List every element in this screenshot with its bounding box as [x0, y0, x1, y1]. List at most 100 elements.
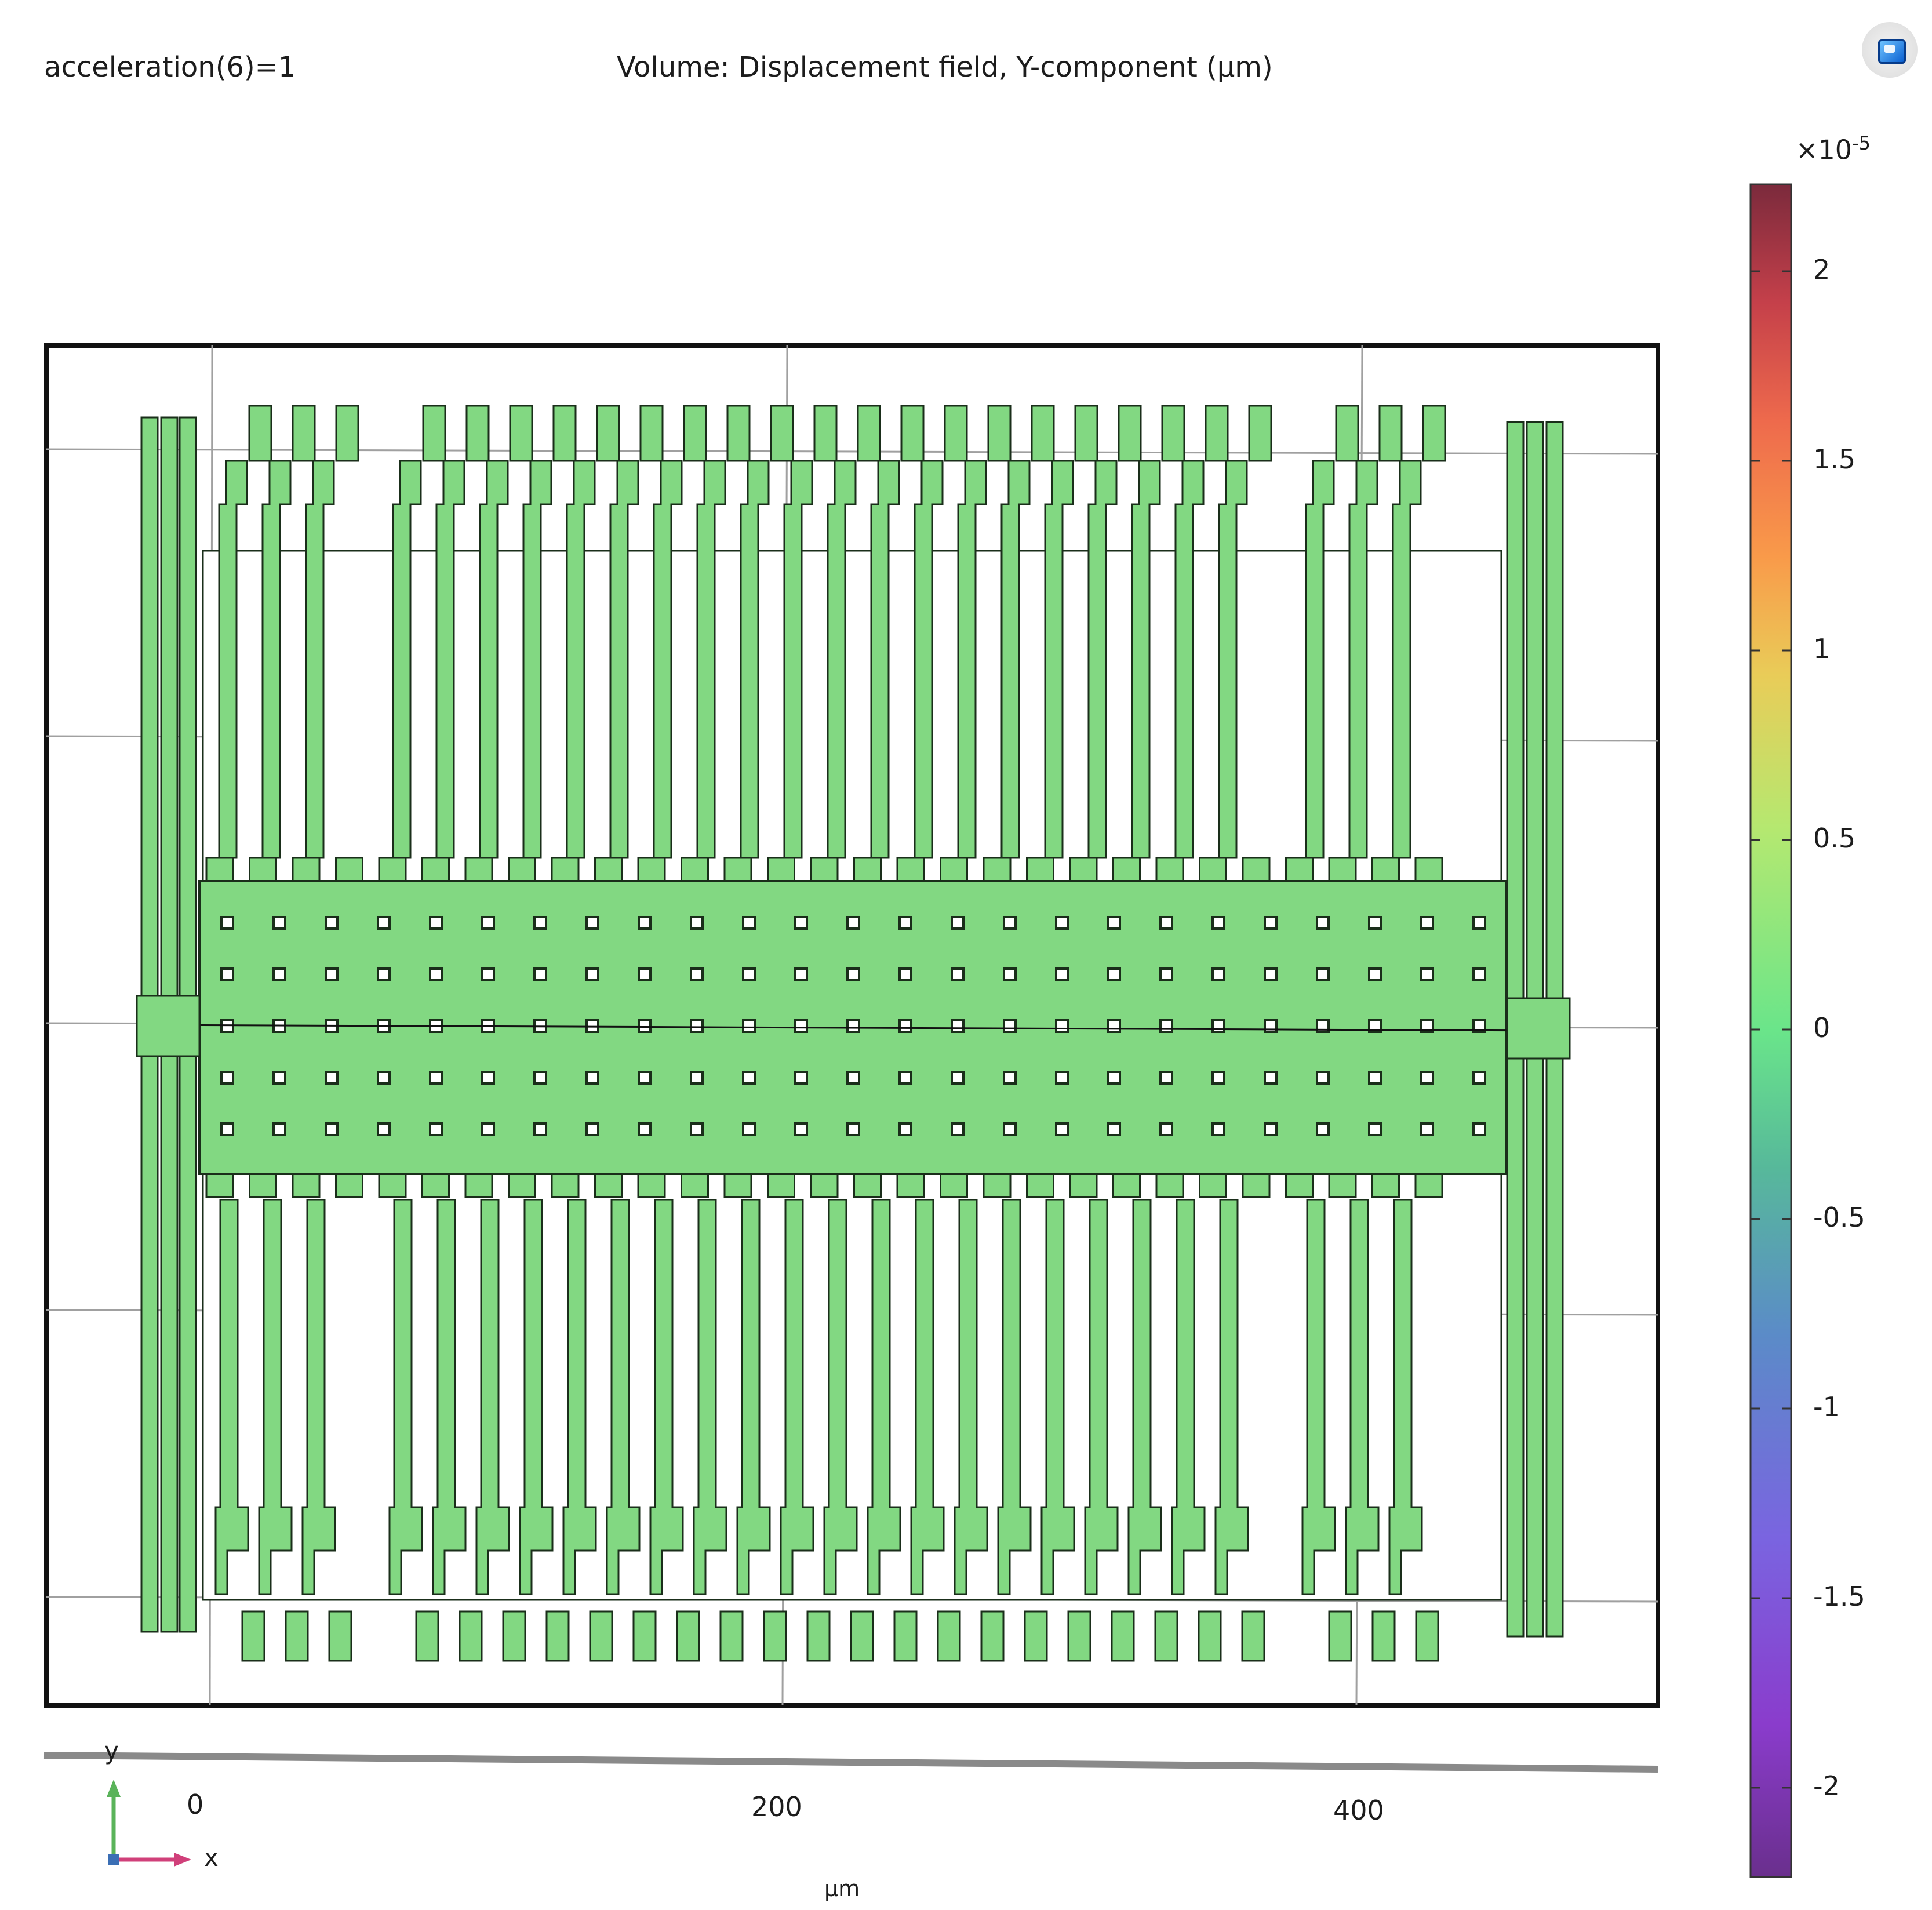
etch-hole [1264, 967, 1278, 981]
etch-hole [638, 1071, 652, 1085]
shuttle-tooth [421, 1170, 450, 1198]
etch-hole [272, 1122, 286, 1136]
comb-finger-top-tip [639, 405, 664, 462]
etch-hole [951, 967, 965, 981]
etch-hole [638, 916, 652, 930]
etch-hole [794, 916, 808, 930]
colorbar-tick-label: -2 [1813, 1770, 1840, 1802]
etch-hole [585, 916, 599, 930]
etch-hole [377, 916, 391, 930]
etch-hole [898, 1122, 912, 1136]
comb-finger-top [1000, 460, 1031, 859]
comb-finger-bottom-tip [937, 1610, 961, 1662]
colorbar-scale-exponent: -5 [1852, 132, 1871, 154]
comb-finger-top-tip [1031, 405, 1055, 462]
etch-hole [690, 1122, 704, 1136]
comb-finger-bottom-tip [1111, 1610, 1135, 1662]
shuttle-tooth [723, 1170, 752, 1198]
x-tick-label: 200 [751, 1791, 802, 1822]
etch-hole [533, 1071, 547, 1085]
comb-finger-bottom-tip [545, 1610, 570, 1662]
comb-finger-bottom [475, 1199, 510, 1595]
comb-finger-top [827, 460, 857, 859]
comb-finger-bottom-tip [763, 1610, 787, 1662]
etch-hole [1420, 1019, 1434, 1033]
comsol-logo-icon[interactable] [1862, 22, 1918, 78]
etch-hole [1159, 1071, 1173, 1085]
comb-finger-bottom-tip [806, 1610, 831, 1662]
comb-finger-top [261, 460, 292, 859]
etch-hole [377, 1122, 391, 1136]
comb-finger-bottom-tip [719, 1610, 744, 1662]
etch-hole [1159, 967, 1173, 981]
center-line [136, 1024, 1566, 1032]
etch-hole [742, 1019, 756, 1033]
top-stator-region [202, 550, 1502, 888]
comb-finger-bottom [954, 1199, 988, 1595]
plot-title: Volume: Displacement field, Y-component … [617, 51, 1273, 83]
shuttle-tooth [249, 857, 277, 885]
etch-hole [1420, 916, 1434, 930]
colorbar [1749, 183, 1792, 1878]
etch-hole [1055, 1122, 1069, 1136]
etch-hole [794, 967, 808, 981]
etch-hole [325, 1071, 339, 1085]
etch-hole [429, 916, 443, 930]
comb-finger-top [653, 460, 683, 859]
comb-finger-bottom [301, 1199, 336, 1595]
comb-finger-top [1218, 460, 1248, 859]
shuttle-tooth [1285, 857, 1314, 885]
comb-finger-bottom [606, 1199, 641, 1595]
comb-finger-top [957, 460, 987, 859]
shuttle-tooth [594, 857, 623, 885]
etch-hole [220, 1122, 234, 1136]
y-arrow-head-icon [107, 1780, 121, 1797]
mems-comb-structure[interactable] [136, 405, 1571, 1662]
etch-hole [377, 1071, 391, 1085]
colorbar-tick-label: 2 [1813, 254, 1831, 285]
comb-finger-bottom [736, 1199, 771, 1595]
etch-hole [638, 1019, 652, 1033]
etch-hole [325, 916, 339, 930]
etch-hole [1003, 1071, 1017, 1085]
comb-finger-top-tip [900, 405, 925, 462]
etch-hole [794, 1071, 808, 1085]
etch-hole [585, 1071, 599, 1085]
etch-hole [1055, 1071, 1069, 1085]
etch-hole [1003, 916, 1017, 930]
etch-hole [429, 1071, 443, 1085]
comb-finger-top-tip [813, 405, 838, 462]
comb-finger-top [1087, 460, 1118, 859]
etch-hole [325, 967, 339, 981]
etch-hole [1472, 967, 1486, 981]
etch-hole [1003, 1019, 1017, 1033]
etch-hole [742, 967, 756, 981]
comb-finger-top [783, 460, 813, 859]
comb-finger-top-tip [552, 405, 577, 462]
comb-finger-bottom-tip [285, 1610, 309, 1662]
etch-hole [846, 1071, 860, 1085]
comb-finger-top [479, 460, 509, 859]
comb-finger-bottom [649, 1199, 684, 1595]
etch-hole [846, 916, 860, 930]
comb-finger-bottom-tip [1241, 1610, 1265, 1662]
comb-finger-bottom [432, 1199, 467, 1595]
comb-finger-top [1044, 460, 1074, 859]
etch-hole [1159, 1122, 1173, 1136]
etch-hole [1107, 967, 1121, 981]
comb-finger-bottom-tip [589, 1610, 613, 1662]
comsol-cube-icon [1878, 39, 1906, 64]
etch-hole [794, 1122, 808, 1136]
etch-hole [325, 1122, 339, 1136]
shuttle-tooth [1371, 857, 1400, 885]
comb-finger-bottom-tip [980, 1610, 1005, 1662]
colorbar-tick-label: 1 [1813, 633, 1831, 664]
comb-finger-bottom [867, 1199, 901, 1595]
comb-finger-bottom [388, 1199, 423, 1595]
etch-hole [1264, 916, 1278, 930]
comb-finger-bottom [1171, 1199, 1206, 1595]
comb-finger-top [566, 460, 596, 859]
etch-hole [1264, 1071, 1278, 1085]
